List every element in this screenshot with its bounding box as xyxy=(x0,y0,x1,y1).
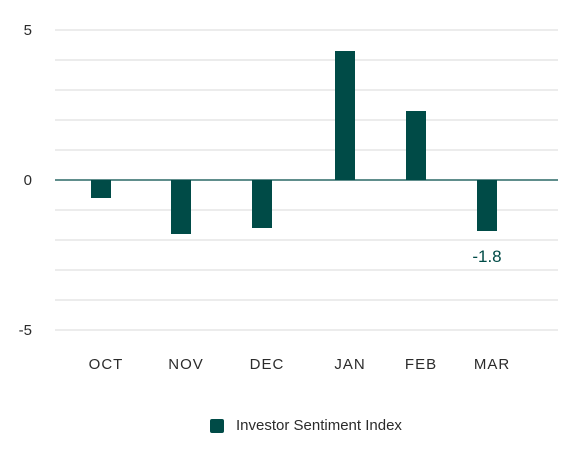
x-tick-label: JAN xyxy=(334,356,365,373)
x-tick-label: NOV xyxy=(168,356,204,373)
bar xyxy=(335,51,355,180)
y-tick-label: -5 xyxy=(19,322,32,339)
legend: Investor Sentiment Index xyxy=(210,417,402,434)
y-tick-label: 0 xyxy=(24,172,32,189)
bar xyxy=(252,180,272,228)
x-tick-label: FEB xyxy=(405,356,437,373)
x-tick-label: DEC xyxy=(250,356,285,373)
bar xyxy=(91,180,111,198)
x-tick-label: OCT xyxy=(89,356,124,373)
data-label: -1.8 xyxy=(472,247,501,266)
bar xyxy=(477,180,497,231)
bar xyxy=(171,180,191,234)
legend-label: Investor Sentiment Index xyxy=(236,417,402,434)
legend-swatch xyxy=(210,418,224,433)
bar xyxy=(406,111,426,180)
x-tick-label: MAR xyxy=(474,356,510,373)
y-tick-label: 5 xyxy=(24,22,32,39)
